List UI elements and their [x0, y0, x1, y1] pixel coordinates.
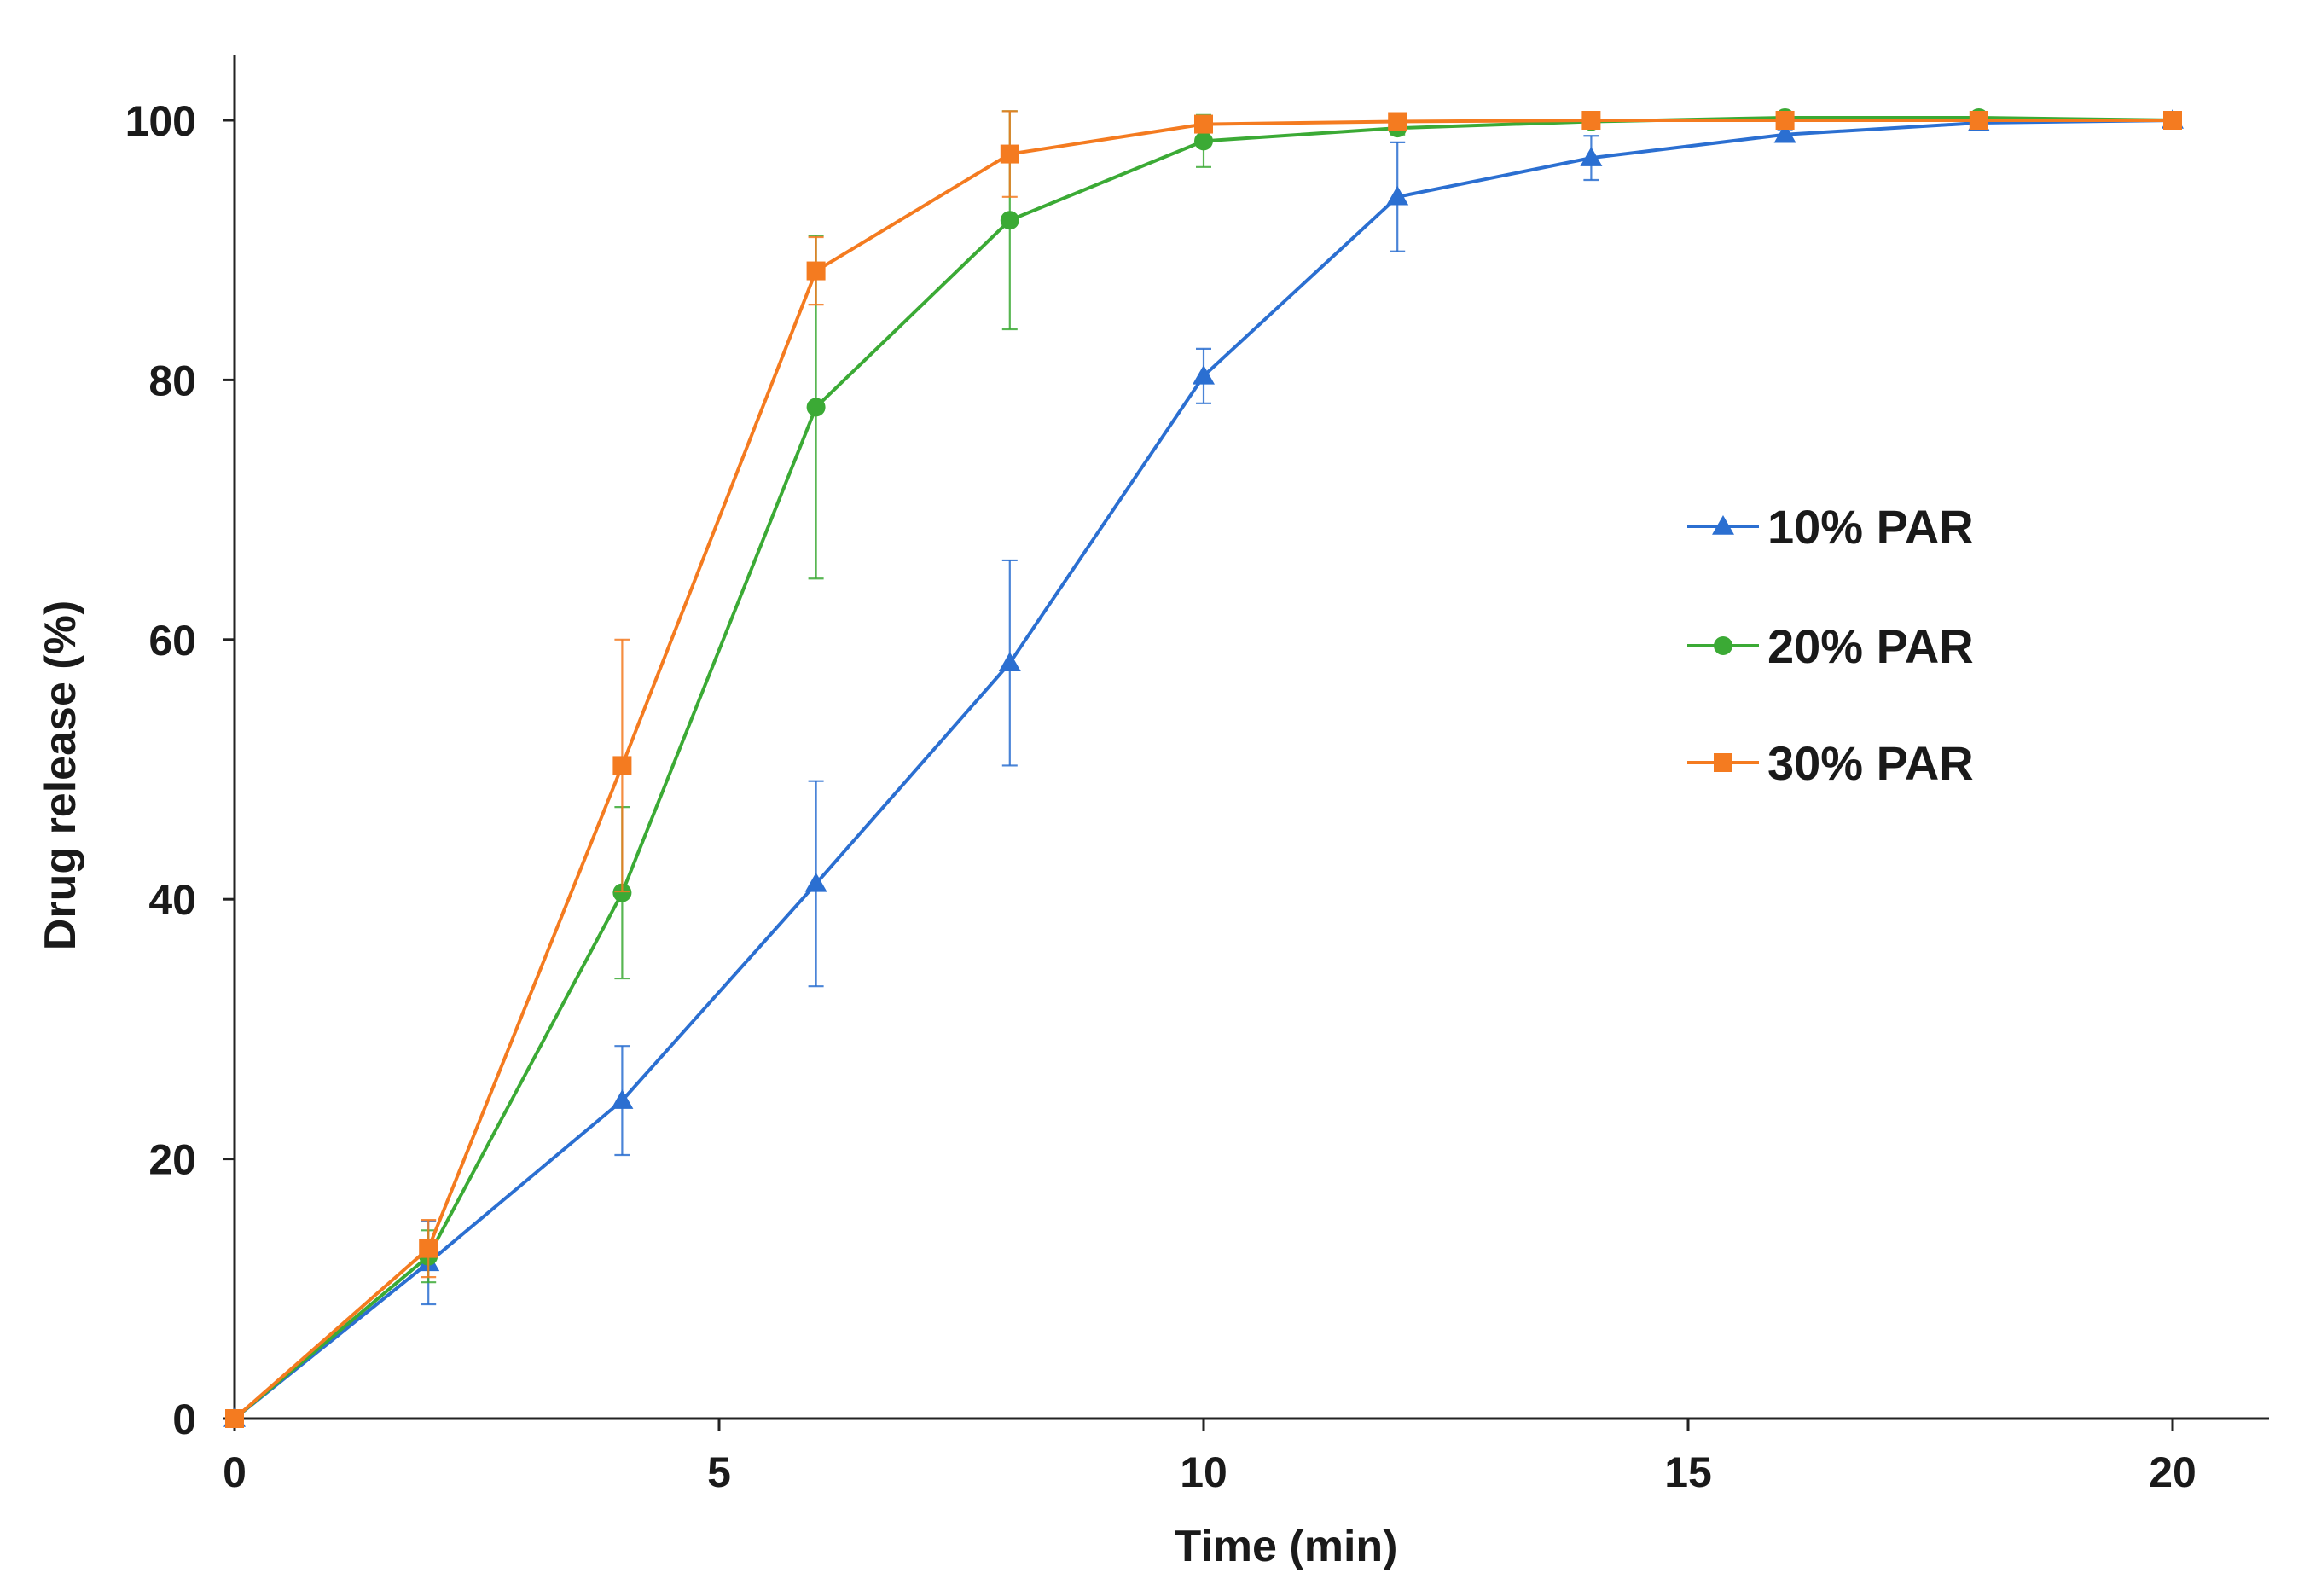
data-point [1775, 111, 1795, 130]
data-point [998, 652, 1021, 671]
data-point [1386, 185, 1409, 206]
legend-label: 30% PAR [1767, 736, 1974, 790]
data-point [806, 398, 826, 417]
data-point [1194, 114, 1213, 134]
data-point [806, 261, 826, 281]
x-tick-label: 0 [223, 1448, 247, 1496]
axis-ticks: 0 5 10 15 20 0 20 40 60 80 100 [125, 97, 2197, 1496]
data-point [225, 1409, 244, 1428]
data-point [419, 1239, 438, 1258]
x-tick-label: 20 [2149, 1448, 2197, 1496]
axes [233, 55, 2269, 1420]
data-point [1000, 211, 1019, 230]
x-tick-label: 5 [707, 1448, 731, 1496]
legend-entry: 20% PAR [1687, 619, 1974, 673]
data-point [804, 872, 827, 892]
data-point [611, 1089, 634, 1109]
y-tick-label: 20 [148, 1136, 196, 1184]
legend-marker [1712, 515, 1734, 535]
legend-label: 20% PAR [1767, 619, 1974, 673]
y-tick-label: 40 [148, 876, 196, 924]
series-30-par [225, 110, 2182, 1428]
data-point [1194, 131, 1213, 151]
x-tick-label: 15 [1664, 1448, 1712, 1496]
series-layer [223, 107, 2184, 1428]
data-point [1969, 111, 1988, 130]
y-tick-label: 100 [125, 97, 196, 145]
y-tick-label: 60 [148, 617, 196, 665]
legend-marker [1714, 636, 1732, 655]
data-point [1388, 112, 1407, 131]
y-tick-label: 80 [148, 357, 196, 404]
data-point [1193, 364, 1215, 385]
legend-entry: 10% PAR [1687, 500, 1974, 554]
y-axis-title: Drug release (%) [36, 601, 85, 950]
data-point [612, 883, 632, 902]
data-point [2163, 111, 2182, 130]
legend-entry: 30% PAR [1687, 736, 1974, 790]
data-point [612, 756, 632, 775]
legend: 10% PAR 20% PAR 30% PAR [1687, 500, 1974, 790]
legend-marker [1714, 753, 1732, 772]
data-point [1000, 144, 1019, 164]
data-point [1580, 147, 1603, 166]
legend-label: 10% PAR [1767, 500, 1974, 554]
x-axis-title: Time (min) [1175, 1522, 1398, 1571]
x-tick-label: 10 [1180, 1448, 1227, 1496]
data-point [1773, 123, 1796, 143]
data-point [1581, 111, 1601, 130]
y-tick-label: 0 [172, 1396, 196, 1443]
